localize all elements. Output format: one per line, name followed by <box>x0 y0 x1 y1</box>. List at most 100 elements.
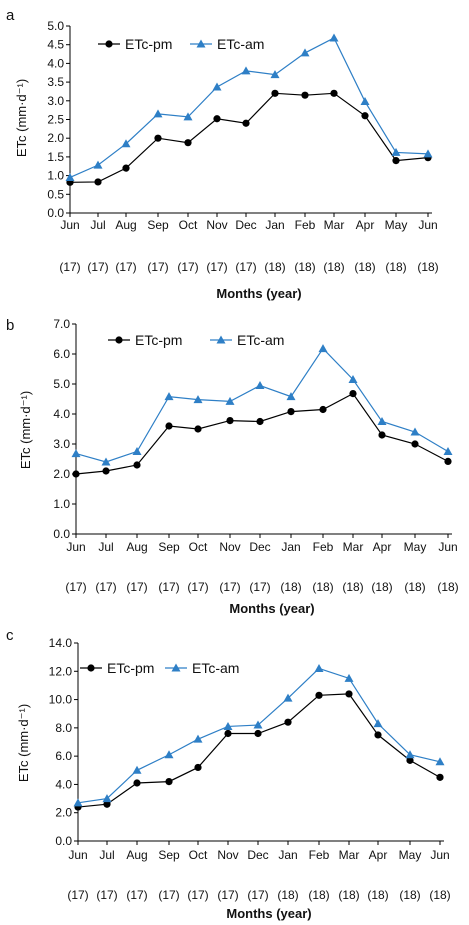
chart-b-axes: 0.0 1.0 2.0 3.0 4.0 5.0 6.0 7.0 Jun (17) Jul (17) Au… <box>53 317 458 594</box>
chart-b-legend: ETc-pm ETc-am <box>108 332 284 348</box>
data-point-etc-pm <box>242 119 250 127</box>
data-point-etc-am <box>153 109 163 118</box>
y-tick-label: 0.5 <box>47 187 64 201</box>
data-point-etc-am <box>410 427 420 436</box>
x-tick-label-year: (18) <box>277 888 298 902</box>
legend-marker <box>196 39 206 48</box>
x-tick-label-year: (17) <box>95 580 116 594</box>
x-tick-label-year: (17) <box>126 580 147 594</box>
panel-label-b: b <box>6 317 14 334</box>
chart-a-lines <box>65 33 433 186</box>
data-point-etc-am <box>193 395 203 404</box>
data-point-etc-pm <box>103 800 111 808</box>
x-tick-label-year: (17) <box>249 580 270 594</box>
data-point-etc-am <box>132 765 142 774</box>
chart-a-svg: a 0.0 0.5 1.0 1.5 2.0 2.5 3.0 3.5 4.0 4.5 5.0 Jun (1… <box>6 7 439 301</box>
y-tick-label: 12.0 <box>49 664 73 678</box>
data-point-etc-pm <box>133 779 141 787</box>
legend-label: ETc-am <box>217 36 264 52</box>
x-tick-label-month: Oct <box>189 848 208 862</box>
x-tick-label-year: (17) <box>235 260 256 274</box>
x-tick-label-month: Jan <box>281 540 300 554</box>
chart-c-svg: c 0.0 2.0 4.0 6.0 8.0 10.0 12.0 14.0 Jun (17) Jul (… <box>6 627 451 921</box>
data-point-etc-am <box>405 750 415 759</box>
x-tick-label-year: (17) <box>217 888 238 902</box>
x-tick-label-month: Jan <box>265 218 284 232</box>
data-point-etc-am <box>360 97 370 106</box>
x-tick-label-year: (17) <box>158 888 179 902</box>
data-point-etc-pm <box>411 440 419 448</box>
x-tick-label-month: Jun <box>66 540 85 554</box>
data-point-etc-pm <box>94 178 102 186</box>
x-tick-label-year: (17) <box>87 260 108 274</box>
x-tick-label-year: (18) <box>404 580 425 594</box>
chart-a-ylabel: ETc (mm·d⁻¹) <box>14 79 29 157</box>
data-point-etc-pm <box>284 718 292 726</box>
data-point-etc-am <box>132 447 142 455</box>
legend-marker <box>87 664 95 672</box>
data-point-etc-pm <box>319 405 327 414</box>
legend-label: ETc-pm <box>125 36 172 52</box>
y-tick-label: 2.0 <box>47 131 64 145</box>
series-line-etc-pm <box>75 392 449 475</box>
data-point-etc-pm <box>315 691 323 699</box>
y-tick-label: 3.5 <box>47 75 64 89</box>
data-point-etc-pm <box>444 457 452 465</box>
data-point-etc-am <box>193 734 203 743</box>
data-point-etc-am <box>183 112 193 121</box>
y-tick-label: 14.0 <box>49 636 73 650</box>
chart-b-svg: b 0.0 1.0 2.0 3.0 4.0 5.0 6.0 7.0 Jun (17) Jul (17)… <box>6 317 459 616</box>
x-tick-label-year: (18) <box>429 888 450 902</box>
x-tick-label-year: (18) <box>367 888 388 902</box>
x-tick-label-month: Dec <box>249 540 270 554</box>
x-tick-label-year: (17) <box>59 260 80 274</box>
x-tick-label-year: (18) <box>399 888 420 902</box>
data-point-etc-am <box>255 381 265 389</box>
x-tick-label-year: (17) <box>247 888 268 902</box>
legend-marker <box>105 40 113 48</box>
y-tick-label: 1.5 <box>47 150 64 164</box>
legend-label: ETc-am <box>237 332 284 348</box>
data-point-etc-am <box>212 82 222 91</box>
data-point-etc-pm <box>287 408 295 416</box>
data-point-etc-am <box>348 375 358 383</box>
x-tick-label-month: Sep <box>147 218 169 232</box>
series-line-etc-am <box>69 37 429 179</box>
data-point-etc-pm <box>271 89 279 97</box>
data-point-etc-pm <box>184 139 192 147</box>
x-tick-label-month: Jun <box>418 218 437 232</box>
data-point-etc-pm <box>330 89 338 97</box>
x-tick-label-year: (18) <box>323 260 344 274</box>
x-tick-label-month: Aug <box>115 218 136 232</box>
data-point-etc-pm <box>436 773 444 781</box>
chart-panel-c: c 0.0 2.0 4.0 6.0 8.0 10.0 12.0 14.0 Jun (17) Jul (… <box>0 620 469 925</box>
x-tick-label-year: (17) <box>206 260 227 274</box>
x-tick-label-month: Jan <box>278 848 297 862</box>
data-point-etc-pm <box>154 134 162 142</box>
legend-label: ETc-pm <box>135 332 182 348</box>
x-tick-label-month: Mar <box>324 218 345 232</box>
chart-a-axes: 0.0 0.5 1.0 1.5 2.0 2.5 3.0 3.5 4.0 4.5 5.0 Jun (17)… <box>47 19 438 274</box>
y-tick-label: 7.0 <box>53 317 70 331</box>
x-tick-label-year: (17) <box>177 260 198 274</box>
data-point-etc-am <box>93 160 103 169</box>
x-tick-label-month: Nov <box>219 540 240 554</box>
x-tick-label-year: (17) <box>115 260 136 274</box>
data-point-etc-am <box>241 66 251 75</box>
x-tick-label-month: Apr <box>356 218 375 232</box>
data-point-etc-am <box>71 449 81 458</box>
data-point-etc-am <box>225 396 235 405</box>
x-tick-label-month: Nov <box>217 848 238 862</box>
x-tick-label-month: Jul <box>90 218 105 232</box>
y-tick-label: 0.0 <box>53 527 70 541</box>
y-tick-label: 0.0 <box>55 834 72 848</box>
x-tick-label-month: Dec <box>247 848 268 862</box>
data-point-etc-am <box>423 149 433 158</box>
x-tick-label-month: Jun <box>438 540 457 554</box>
x-tick-label-month: Oct <box>189 540 208 554</box>
x-tick-label-month: Apr <box>369 848 388 862</box>
y-tick-label: 4.5 <box>47 38 64 52</box>
data-point-etc-pm <box>256 417 264 426</box>
x-tick-label-year: (18) <box>354 260 375 274</box>
x-tick-label-year: (17) <box>147 260 168 274</box>
